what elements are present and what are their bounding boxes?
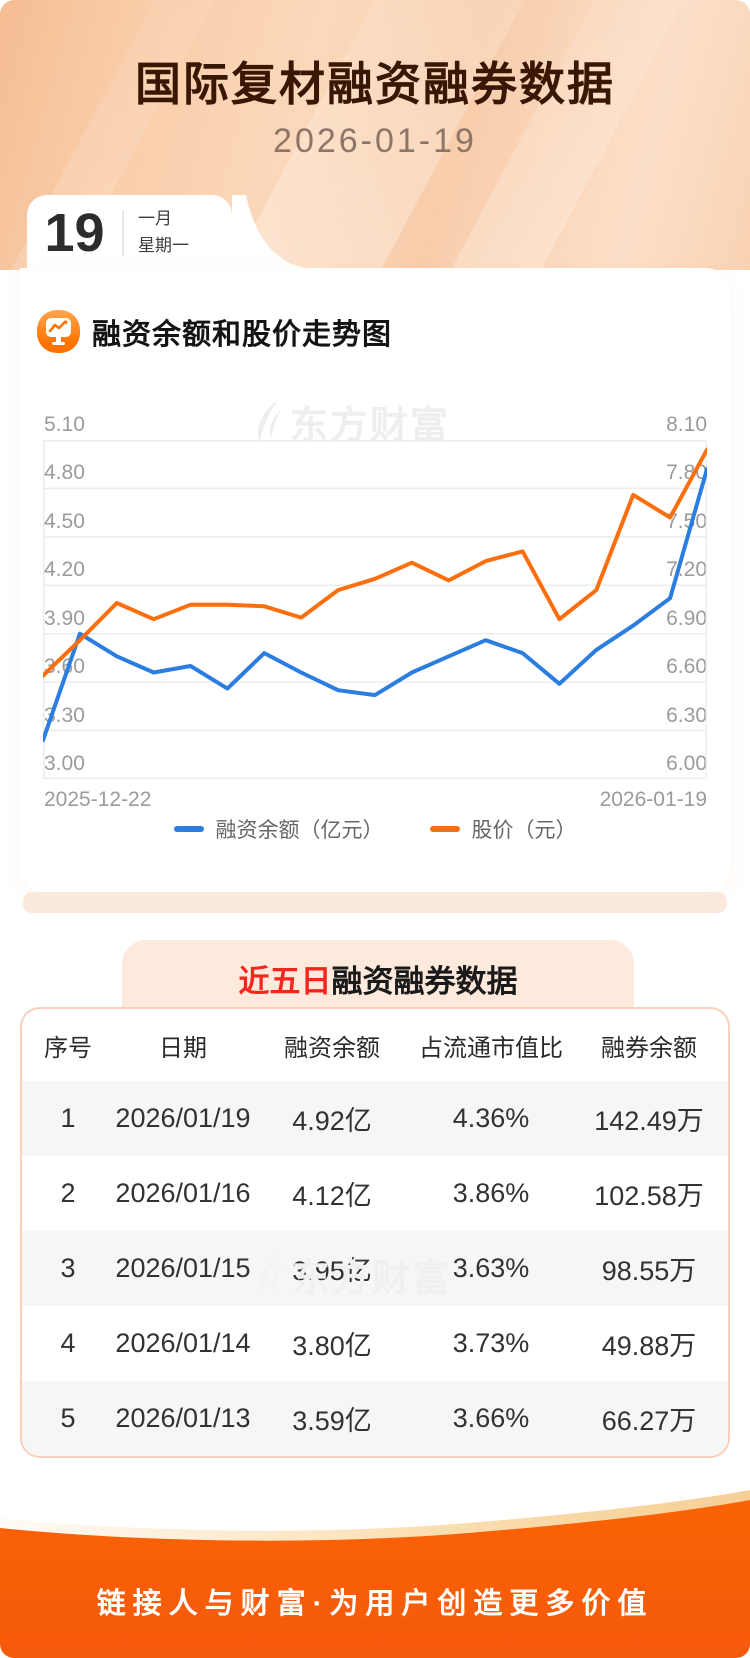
table-body: 1 2026/01/19 4.92亿 4.36% 142.49万 2 2026/01/16 4… bbox=[22, 1081, 728, 1456]
line-chart-svg bbox=[41, 440, 709, 779]
calendar-card-curve bbox=[232, 195, 304, 268]
table-title-tab: 近五日融资融券数据 bbox=[122, 940, 634, 1020]
table-row: 3 2026/01/15 3.95亿 3.63% 98.55万 bbox=[22, 1231, 728, 1306]
table-section-title: 近五日融资融券数据 bbox=[122, 956, 634, 1001]
calendar-divider bbox=[122, 209, 124, 256]
calendar-badge: 19 一月 星期一 bbox=[27, 195, 232, 270]
calendar-month: 一月 bbox=[138, 209, 172, 229]
calendar-month-weekday: 一月 星期一 bbox=[138, 206, 189, 259]
table-cell: 5 bbox=[60, 1403, 76, 1433]
table-cell: 3.80亿 bbox=[292, 1331, 372, 1361]
footer-wave bbox=[0, 1490, 750, 1658]
right-axis-tick: 7.50 bbox=[666, 509, 707, 533]
table-cell: 4.12亿 bbox=[292, 1181, 372, 1211]
chart-card: 融资余额和股价走势图 东方财富 5.10 4.80 4.50 4.20 3.90 3.60… bbox=[20, 268, 730, 892]
table-cell: 2026/01/13 bbox=[115, 1403, 251, 1433]
left-axis-tick: 4.80 bbox=[44, 461, 85, 485]
left-axis-tick: 4.20 bbox=[44, 558, 85, 582]
table-cell: 4.36% bbox=[452, 1103, 530, 1133]
page-date: 2026-01-19 bbox=[273, 122, 477, 160]
data-table-card: 序号 日期 融资余额 占流通市值比 融券余额 1 2026/01/19 4.92亿 4… bbox=[20, 1007, 730, 1458]
calendar-day: 19 bbox=[44, 202, 105, 263]
chart-legend: 融资余额（亿元） 股价（元） bbox=[20, 814, 730, 844]
right-axis-tick: 6.00 bbox=[666, 752, 707, 775]
line-chart-plot bbox=[41, 440, 709, 779]
legend-dash-blue bbox=[173, 826, 204, 832]
table-row: 4 2026/01/14 3.80亿 3.73% 49.88万 bbox=[22, 1306, 728, 1381]
table-cell: 4.92亿 bbox=[292, 1106, 372, 1136]
x-axis-start-label: 2025-12-22 bbox=[44, 788, 152, 811]
left-axis-tick: 3.60 bbox=[44, 655, 85, 679]
legend-item-stock-price: 股价（元） bbox=[429, 814, 577, 844]
table-row: 1 2026/01/19 4.92亿 4.36% 142.49万 bbox=[22, 1081, 728, 1156]
column-header-index: 序号 bbox=[44, 1034, 92, 1062]
column-header-ratio: 占流通市值比 bbox=[419, 1034, 563, 1062]
table-cell: 2026/01/16 bbox=[115, 1178, 251, 1208]
mini-trend-line bbox=[48, 320, 68, 333]
calendar-weekday: 星期一 bbox=[138, 235, 189, 255]
chart-section-header: 融资余额和股价走势图 bbox=[37, 310, 392, 353]
table-cell: 2026/01/19 bbox=[115, 1103, 251, 1133]
column-header-date: 日期 bbox=[159, 1034, 207, 1062]
table-cell: 3.73% bbox=[452, 1328, 530, 1358]
table-cell: 2026/01/14 bbox=[115, 1328, 251, 1358]
table-cell: 3.63% bbox=[452, 1253, 530, 1283]
table-cell: 3.66% bbox=[452, 1403, 530, 1433]
series-line-1 bbox=[41, 447, 709, 678]
right-axis-tick: 6.90 bbox=[666, 606, 707, 630]
table-title-rest: 融资融券数据 bbox=[331, 964, 518, 999]
table-cell: 1 bbox=[60, 1103, 76, 1133]
eastmoney-logo-icon bbox=[258, 399, 281, 444]
column-header-short-balance: 融券余额 bbox=[601, 1034, 697, 1062]
monitor-trend-icon bbox=[37, 310, 80, 353]
legend-dash-orange bbox=[429, 826, 460, 832]
table-cell: 98.55万 bbox=[601, 1256, 697, 1286]
table-cell: 3.95亿 bbox=[292, 1256, 372, 1286]
right-axis-tick: 6.60 bbox=[666, 655, 707, 679]
left-axis-tick: 3.90 bbox=[44, 606, 85, 630]
table-cell: 2026/01/15 bbox=[115, 1253, 251, 1283]
table-cell: 66.27万 bbox=[601, 1406, 697, 1436]
table-row: 5 2026/01/13 3.59亿 3.66% 66.27万 bbox=[22, 1381, 728, 1456]
table-cell: 142.49万 bbox=[594, 1106, 704, 1136]
table-cell: 49.88万 bbox=[601, 1331, 697, 1361]
column-header-margin-balance: 融资余额 bbox=[284, 1034, 380, 1062]
left-axis-tick: 3.00 bbox=[44, 752, 85, 775]
left-axis-tick: 5.10 bbox=[44, 413, 85, 436]
right-axis-tick: 8.10 bbox=[666, 413, 707, 436]
series-line-0 bbox=[41, 467, 709, 743]
table-cell: 3.59亿 bbox=[292, 1406, 372, 1436]
x-axis-end-label: 2026-01-19 bbox=[599, 788, 707, 811]
table-cell: 4 bbox=[60, 1328, 76, 1358]
table-title-highlight: 近五日 bbox=[238, 964, 332, 999]
legend-item-margin-balance: 融资余额（亿元） bbox=[173, 814, 384, 844]
table-cell: 102.58万 bbox=[594, 1181, 704, 1211]
table-cell: 3 bbox=[60, 1253, 76, 1283]
right-axis-tick: 6.30 bbox=[666, 703, 707, 727]
table-header-row: 序号 日期 融资余额 占流通市值比 融券余额 bbox=[22, 1009, 728, 1081]
table-cell: 2 bbox=[60, 1178, 76, 1208]
page-title: 国际复材融资融券数据 bbox=[135, 58, 615, 110]
footer-slogan: 链接人与财富·为用户创造更多价值 bbox=[96, 1588, 654, 1620]
left-axis-tick: 4.50 bbox=[44, 509, 85, 533]
divider-stripe bbox=[23, 892, 727, 913]
chart-section-title: 融资余额和股价走势图 bbox=[92, 318, 393, 351]
table-row: 2 2026/01/16 4.12亿 3.86% 102.58万 bbox=[22, 1156, 728, 1231]
table-cell: 3.86% bbox=[452, 1178, 530, 1208]
